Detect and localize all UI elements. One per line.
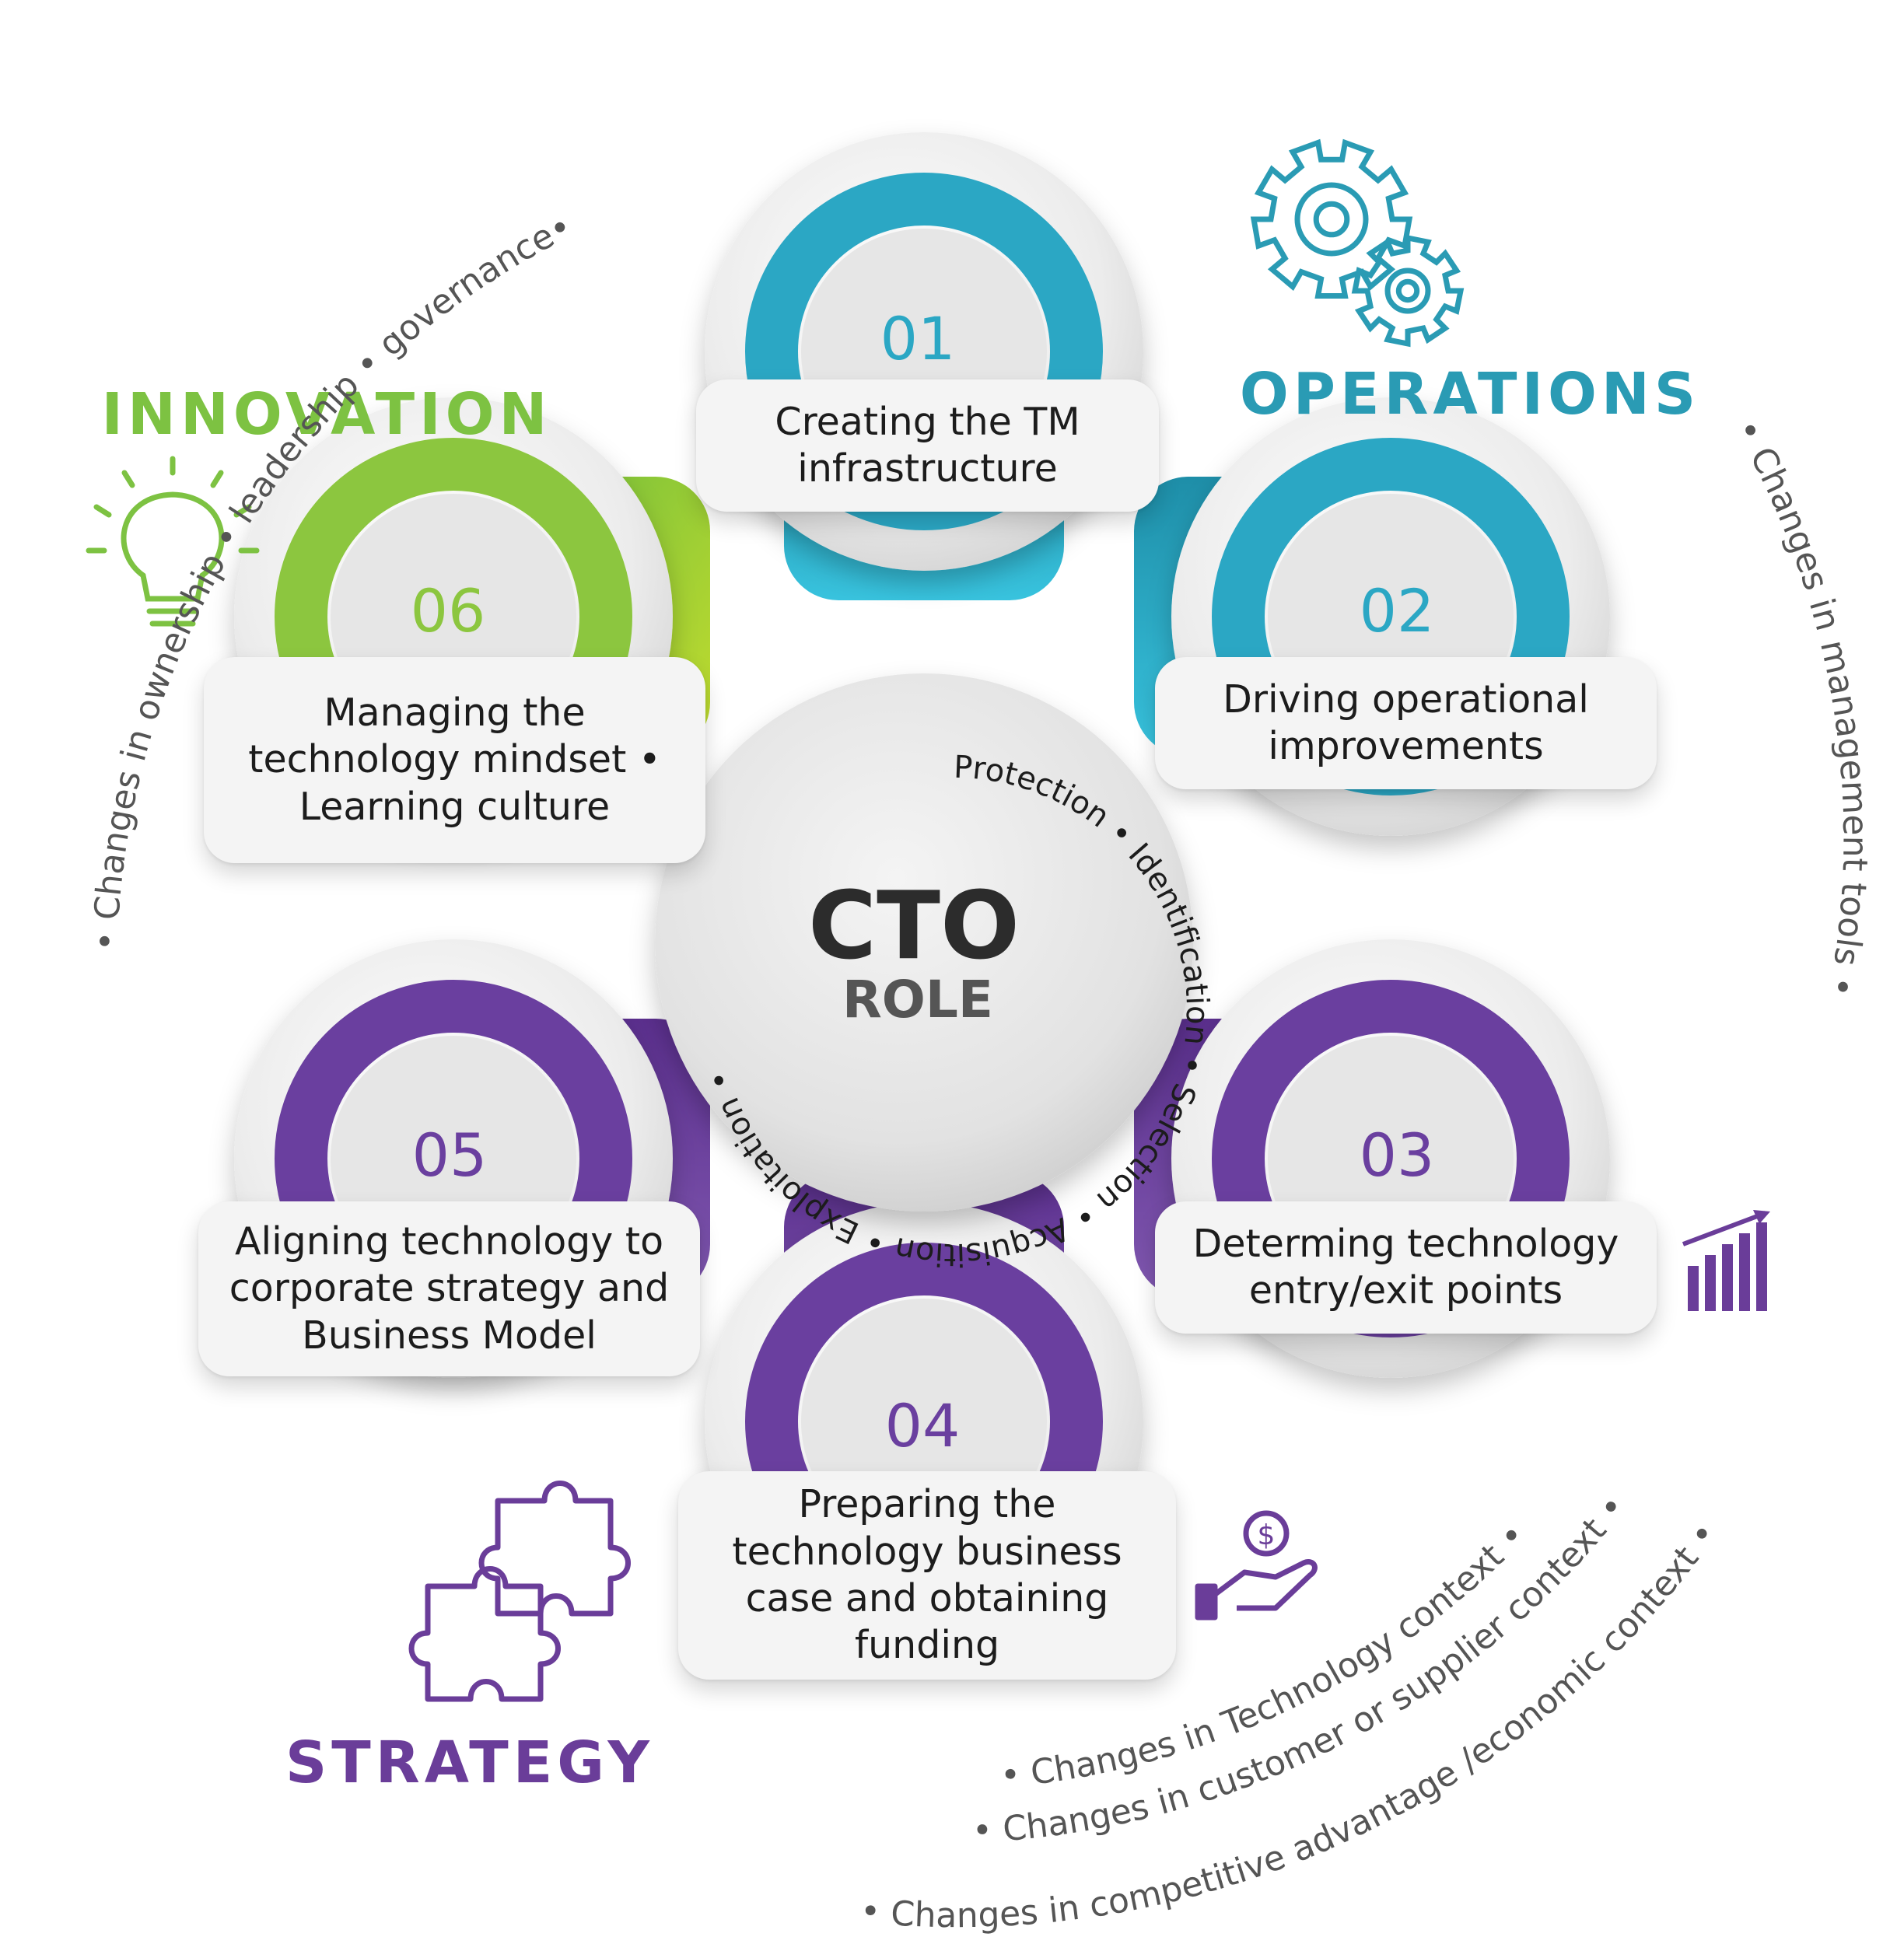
step-number: 06 (411, 576, 486, 645)
step-card-text: Managing the technology mindset • Learni… (248, 691, 661, 829)
growth-chart-icon (1682, 1210, 1770, 1311)
step-card-text: Preparing the technology business case a… (732, 1482, 1122, 1668)
step-card: Determing technology entry/exit points (1155, 1201, 1657, 1334)
step-card: Driving operational improvements (1155, 657, 1657, 789)
step-card: Creating the TM infrastructure (696, 379, 1159, 512)
money-hand-icon: $ (1195, 1510, 1318, 1621)
center-title: CTO (808, 872, 1020, 981)
strategy-label: STRATEGY (285, 1729, 654, 1796)
svg-text:$: $ (1258, 1519, 1276, 1551)
step-number: 05 (412, 1121, 488, 1190)
step-card: Aligning technology to corporate strateg… (198, 1201, 700, 1376)
puzzle-icon (408, 1481, 631, 1702)
step-card: Managing the technology mindset • Learni… (204, 657, 705, 863)
step-card-text: Driving operational improvements (1223, 677, 1589, 768)
step-number: 04 (885, 1391, 961, 1460)
step-number: 01 (880, 304, 956, 373)
lightbulb-icon (86, 456, 260, 627)
center-subtitle: ROLE (842, 970, 993, 1030)
outer-label-right: • Changes in management tools • (1727, 412, 1874, 1000)
step-card-text: Determing technology entry/exit points (1192, 1221, 1619, 1313)
step-card-text: Creating the TM infrastructure (775, 399, 1080, 491)
step-number: 03 (1360, 1121, 1435, 1190)
step-card: Preparing the technology business case a… (678, 1471, 1176, 1680)
step-number: 02 (1360, 576, 1435, 645)
innovation-label: INNOVATION (102, 381, 552, 448)
step-card-text: Aligning technology to corporate strateg… (229, 1219, 670, 1358)
center-disc (655, 673, 1193, 1212)
gears-icon (1250, 138, 1465, 348)
operations-label: OPERATIONS (1240, 361, 1700, 428)
